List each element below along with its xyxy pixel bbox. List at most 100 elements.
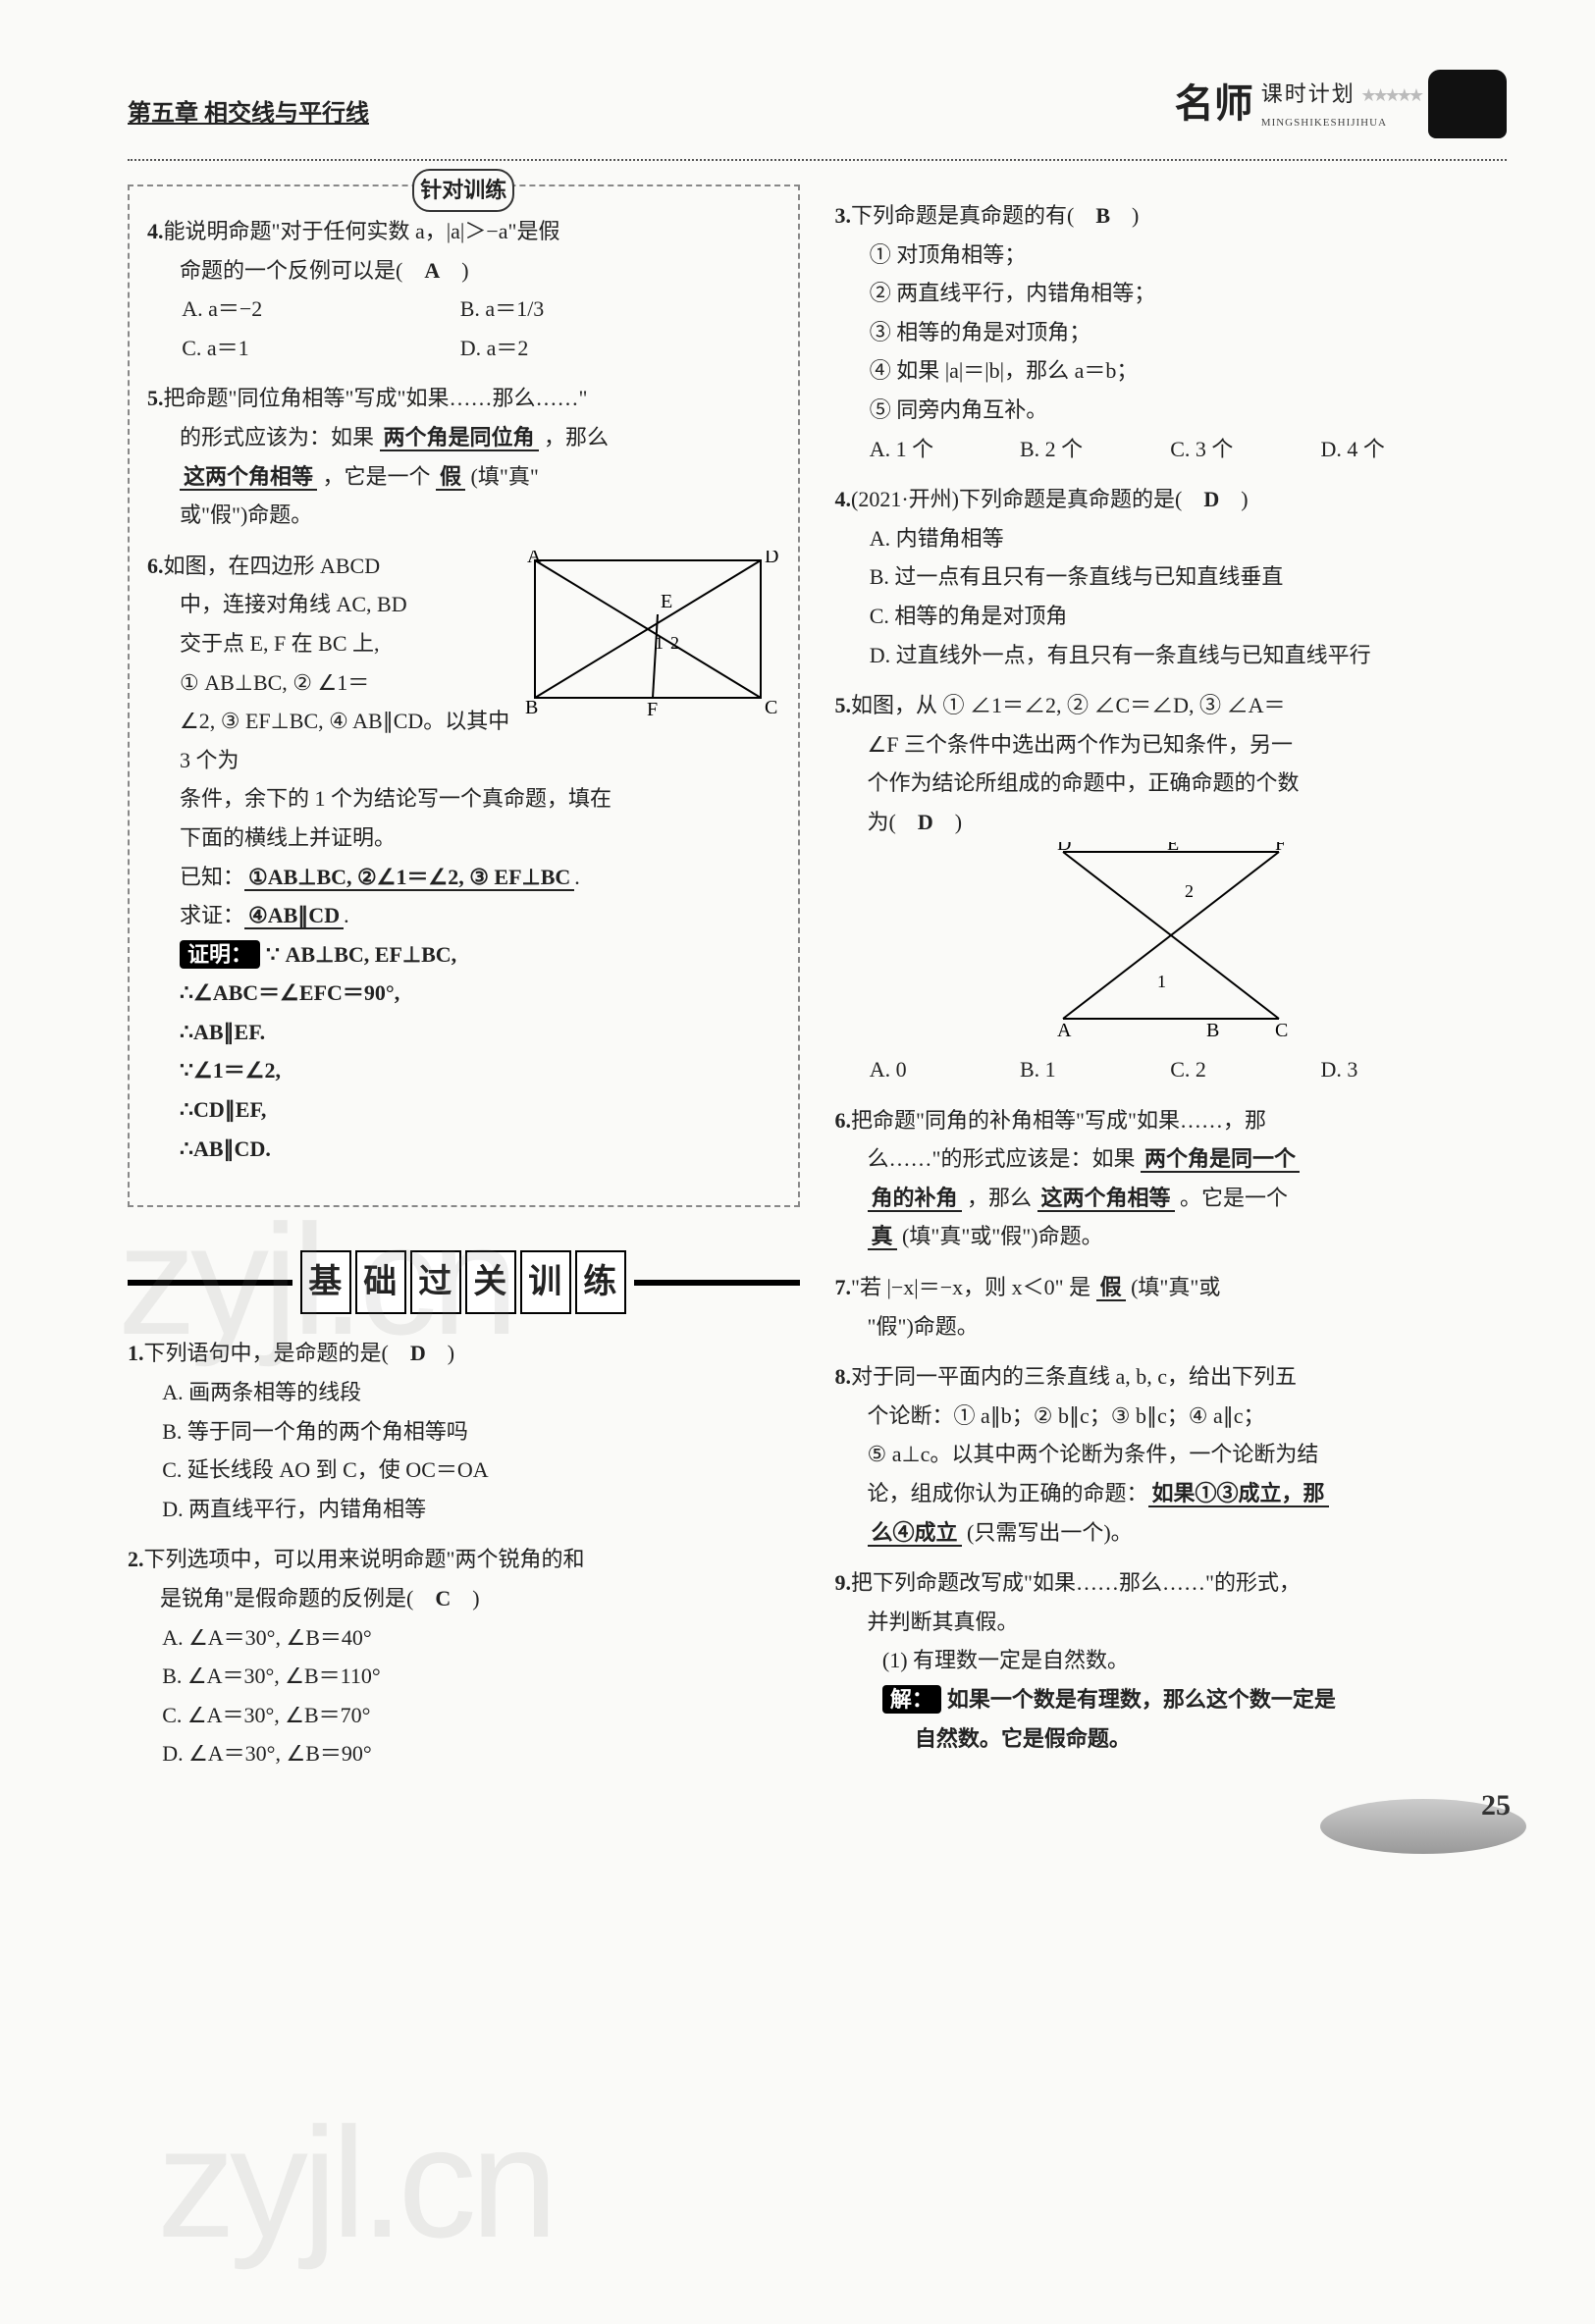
q4-options: A. a＝−2 B. a＝1/3 C. a＝1 D. a＝2 [214,290,779,367]
q1-answer: D [410,1341,426,1365]
q4-stem3: ) [440,258,468,283]
q3r-item-5: ⑤ 同旁内角互补。 [902,391,1507,430]
svg-text:B: B [1206,1020,1219,1038]
q4r-opt-c: C. 相等的角是对顶角 [902,597,1507,636]
q5r-stem5: ) [933,810,962,834]
q3r-stem2: ) [1110,203,1139,228]
q5r-num: 5. [835,693,852,717]
banner-char-6: 练 [575,1250,626,1314]
q2-answer: C [435,1586,451,1611]
q7r-b1: 假 [1096,1275,1126,1301]
q3r-opt-b: B. 2 个 [1052,430,1173,469]
target-label: 针对训练 [412,169,514,212]
svg-text:C: C [1275,1020,1288,1038]
q1-opt-d: D. 两直线平行，内错角相等 [194,1490,799,1529]
q3r-stem: 下列命题是真命题的有( [851,203,1095,228]
q8r-l4: 论，组成你认为正确的命题： [868,1481,1148,1505]
q5r-figure: D E F A B C 2 1 [1024,842,1318,1038]
q4r-stem: 下列命题是真命题的是( [959,487,1203,511]
q3r-opt-d: D. 4 个 [1353,430,1473,469]
q5r-opt-a: A. 0 [902,1050,1023,1089]
right-column: 3.下列命题是真命题的有( B ) ① 对顶角相等； ② 两直线平行，内错角相等… [835,185,1508,1785]
brand: 名师 课时计划 ★★★★★ MINGSHIKESHIJIHUA [1175,69,1507,139]
q6-pf3: ∴AB∥EF. [180,1020,265,1044]
banner-rule-right [634,1280,799,1286]
q4r-tag: (2021·开州) [851,487,959,511]
svg-text:E: E [661,591,672,612]
banner-char-3: 过 [410,1250,461,1314]
q6-l2: 中，连接对角线 AC, BD [180,592,407,616]
q3r-item-4: ④ 如果 |a|＝|b|，那么 a＝b； [902,351,1507,391]
page-number-oval: 25 [1320,1799,1526,1854]
stars-icon: ★★★★★ [1360,85,1420,105]
banner-char-1: 基 [300,1250,351,1314]
q5-stem5: (填"真" [465,464,539,489]
q6-known: 已知： [180,865,244,889]
question-4r: 4.(2021·开州)下列命题是真命题的是( D ) A. 内错角相等 B. 过… [835,480,1508,674]
q2-opt-b: B. ∠A＝30°, ∠B＝110° [194,1657,799,1696]
banner-char-4: 关 [465,1250,516,1314]
q5r-opt-b: B. 1 [1052,1050,1173,1089]
q6r-l1: 把命题"同角的补角相等"写成"如果……，那 [851,1108,1266,1133]
q6r-l3: ，那么 [962,1186,1037,1210]
q2-num: 2. [128,1547,144,1571]
q4-opt-d: D. a＝2 [493,329,742,368]
q5r-stem3: 个作为结论所组成的命题中，正确命题的个数 [868,770,1300,795]
question-2: 2.下列选项中，可以用来说明命题"两个锐角的和 是锐角"是假命题的反例是( C … [128,1540,800,1773]
q6-l5: ∠2, ③ EF⊥BC, ④ AB∥CD。以其中 3 个为 [180,709,509,772]
q8r-l2: 个论断：① a∥b；② b∥c；③ b∥c；④ a∥c； [868,1403,1265,1428]
q9r-num: 9. [835,1570,852,1595]
svg-text:1: 1 [655,633,664,653]
q6-figure: A D B F C E 1 2 [525,551,780,717]
q5-blank3: 假 [436,464,465,491]
q5-stem6: 或"假")命题。 [180,502,312,527]
q6-num: 6. [147,554,164,578]
q4-opt-a: A. a＝−2 [214,290,463,329]
q3r-options: A. 1 个 B. 2 个 C. 3 个 D. 4 个 [902,430,1507,469]
q6r-b2: 这两个角相等 [1037,1186,1175,1212]
question-7r: 7."若 |−x|＝−x，则 x＜0" 是 假 (填"真"或 "假")命题。 [835,1268,1508,1346]
q3r-num: 3. [835,203,852,228]
q5-stem1: 把命题"同位角相等"写成"如果……那么……" [164,386,588,410]
svg-text:F: F [647,699,658,717]
q9r-l1: 把下列命题改写成"如果……那么……"的形式， [851,1570,1301,1595]
question-9r: 9.把下列命题改写成"如果……那么……"的形式， 并判断其真假。 (1) 有理数… [835,1563,1508,1758]
left-column: 针对训练 4.能说明命题"对于任何实数 a，|a|＞−a"是假 命题的一个反例可… [128,185,800,1785]
q6r-l2: 么……"的形式应该是：如果 [868,1146,1141,1171]
chapter-title: 第五章 相交线与平行线 [128,93,369,139]
q5-stem3: ，那么 [539,425,610,449]
chapter-header: 第五章 相交线与平行线 名师 课时计划 ★★★★★ MINGSHIKESHIJI… [128,69,1507,139]
q6-l6: 条件，余下的 1 个为结论写一个真命题，填在 [180,786,611,811]
q1-opt-a: A. 画两条相等的线段 [194,1373,799,1412]
banner-char-2: 础 [355,1250,406,1314]
q9r-sub1: (1) 有理数一定是自然数。 [915,1641,1507,1680]
q9r-ans1b: 自然数。它是假命题。 [915,1726,1131,1751]
question-6r: 6.把命题"同角的补角相等"写成"如果……，那 么……"的形式应该是：如果 两个… [835,1101,1508,1256]
q3r-items: ① 对顶角相等； ② 两直线平行，内错角相等； ③ 相等的角是对顶角； ④ 如果… [902,236,1507,430]
question-4: 4.能说明命题"对于任何实数 a，|a|＞−a"是假 命题的一个反例可以是( A… [147,212,780,367]
q6-pf5: ∴CD∥EF, [180,1097,266,1122]
svg-text:A: A [1057,1020,1072,1038]
q4-answer: A [424,258,440,283]
banner-rule-left [128,1280,292,1286]
proof-label: 证明： [180,940,260,969]
q7r-stem1: "若 |−x|＝−x，则 x＜0" 是 [851,1275,1096,1299]
q1-options: A. 画两条相等的线段 B. 等于同一个角的两个角相等吗 C. 延长线段 AO … [194,1373,799,1528]
brand-pinyin: MINGSHIKESHIJIHUA [1261,114,1420,133]
q2-stem3: ) [451,1586,479,1611]
q6r-num: 6. [835,1108,852,1133]
q2-stem1: 下列选项中，可以用来说明命题"两个锐角的和 [144,1547,585,1571]
q3r-item-1: ① 对顶角相等； [902,236,1507,275]
q6-prove-blank: ④AB∥CD [244,903,344,929]
q9r-l2: 并判断其真假。 [868,1610,1019,1634]
q6-l7: 下面的横线上并证明。 [180,825,396,850]
q6-l4: ① AB⊥BC, ② ∠1＝ [180,670,369,695]
solve-label: 解： [882,1685,941,1714]
page: 第五章 相交线与平行线 名师 课时计划 ★★★★★ MINGSHIKESHIJI… [0,0,1595,1893]
q6r-b1: 两个角是同一个 [1141,1146,1300,1173]
svg-text:E: E [1167,842,1179,855]
q1-opt-b: B. 等于同一个角的两个角相等吗 [194,1412,799,1452]
q5r-options: A. 0 B. 1 C. 2 D. 3 [902,1050,1507,1089]
question-3r: 3.下列命题是真命题的有( B ) ① 对顶角相等； ② 两直线平行，内错角相等… [835,196,1508,468]
q9r-ans1a: 如果一个数是有理数，那么这个数一定是 [947,1687,1336,1712]
